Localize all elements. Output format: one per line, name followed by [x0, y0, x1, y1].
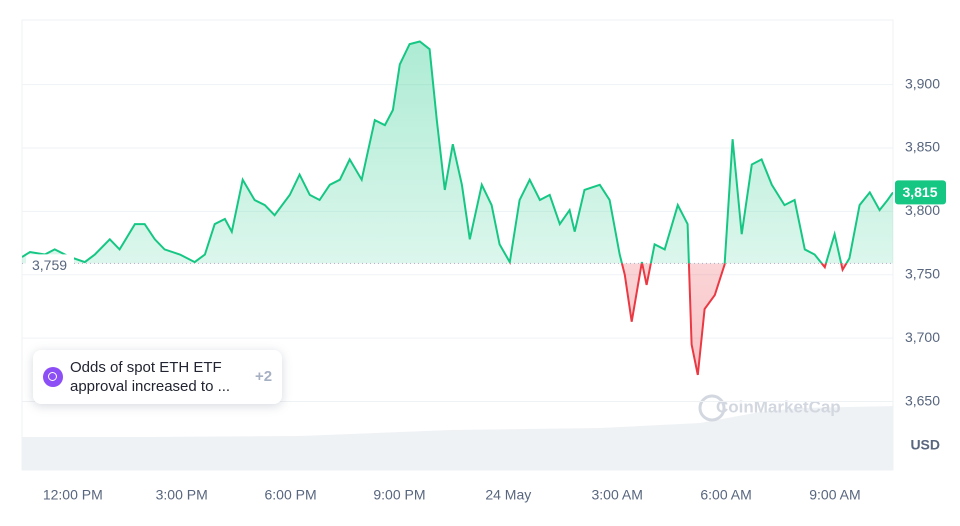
x-tick-label: 6:00 AM	[700, 487, 751, 503]
currency-label: USD	[910, 437, 940, 453]
baseline-label-bg	[26, 254, 74, 273]
news-text[interactable]: Odds of spot ETH ETF approval increased …	[70, 359, 231, 395]
y-tick-label: 3,700	[905, 329, 940, 345]
x-tick-label: 6:00 PM	[264, 487, 316, 503]
watermark: CoinMarketCap	[716, 397, 841, 416]
watermark-logo	[698, 394, 726, 422]
volume-area	[22, 406, 893, 470]
y-tick-label: 3,650	[905, 392, 940, 408]
price-tag-label: 3,815	[902, 184, 937, 200]
y-tick-label: 3,900	[905, 75, 940, 91]
news-popup[interactable]: Odds of spot ETH ETF approval increased …	[33, 350, 282, 404]
y-tick-label: 3,850	[905, 139, 940, 155]
x-tick-label: 12:00 PM	[43, 487, 103, 503]
x-tick-label: 9:00 AM	[809, 487, 860, 503]
x-tick-label: 3:00 AM	[591, 487, 642, 503]
baseline-label: 3,759	[32, 257, 67, 273]
area-up	[22, 41, 893, 264]
price-line-up	[22, 40, 893, 264]
news-more[interactable]: +2	[255, 368, 273, 385]
y-tick-label: 3,750	[905, 265, 940, 281]
news-icon	[43, 367, 63, 387]
x-tick-label: 3:00 PM	[156, 487, 208, 503]
y-tick-label: 3,800	[905, 202, 940, 218]
x-tick-label: 9:00 PM	[373, 487, 425, 503]
x-tick-label: 24 May	[485, 487, 531, 503]
price-tag	[895, 180, 946, 205]
